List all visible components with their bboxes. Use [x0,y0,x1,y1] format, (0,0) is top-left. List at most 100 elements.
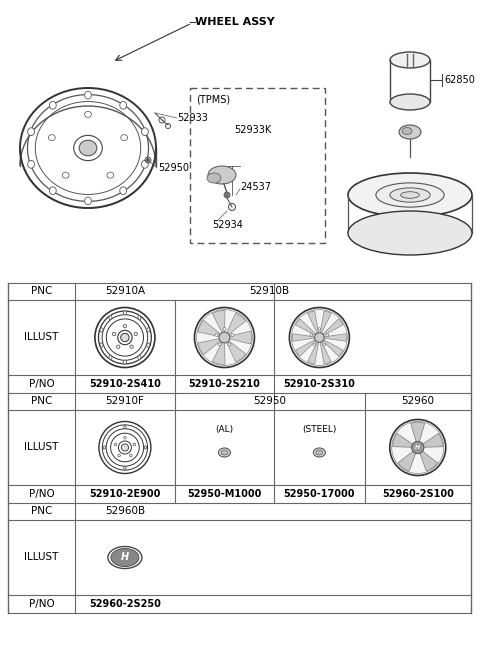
Circle shape [120,333,129,342]
Wedge shape [229,331,252,344]
Ellipse shape [376,183,444,207]
Text: ILLUST: ILLUST [24,553,59,563]
Circle shape [114,443,117,446]
Wedge shape [227,313,246,335]
Ellipse shape [348,211,472,255]
Circle shape [130,345,133,348]
Ellipse shape [399,125,421,139]
Circle shape [390,419,446,476]
Ellipse shape [142,128,148,136]
Ellipse shape [121,135,128,141]
Ellipse shape [401,192,420,198]
Ellipse shape [120,187,127,195]
Circle shape [314,333,324,343]
Text: 52950-17000: 52950-17000 [284,489,355,499]
Text: 52960B: 52960B [105,506,145,517]
Circle shape [313,343,316,346]
Text: PNC: PNC [31,286,52,297]
Text: PNC: PNC [31,506,52,517]
Ellipse shape [402,128,412,134]
Wedge shape [296,340,316,356]
Ellipse shape [111,548,139,567]
Ellipse shape [103,446,106,449]
Text: 52910F: 52910F [106,396,144,407]
Text: P/NO: P/NO [29,599,54,609]
Circle shape [224,192,230,198]
Ellipse shape [48,135,55,141]
Wedge shape [198,320,221,337]
Circle shape [218,343,221,346]
Circle shape [146,159,149,162]
Text: 52950-M1000: 52950-M1000 [187,489,262,499]
Wedge shape [323,340,343,356]
Text: 52960-2S250: 52960-2S250 [89,599,161,609]
Ellipse shape [348,173,472,217]
Text: 52910-2S210: 52910-2S210 [189,379,260,389]
Circle shape [130,454,132,457]
Text: P/NO: P/NO [29,489,54,499]
Wedge shape [296,319,316,335]
Text: 52933: 52933 [177,113,208,123]
Bar [190,88,325,243]
Circle shape [219,332,230,343]
Text: 52934: 52934 [212,220,243,230]
Wedge shape [320,342,331,364]
Text: 52960: 52960 [401,396,434,407]
Ellipse shape [62,172,69,178]
Ellipse shape [208,166,236,184]
Ellipse shape [138,355,141,360]
Ellipse shape [124,466,126,470]
Wedge shape [320,311,331,333]
Ellipse shape [142,160,148,168]
Ellipse shape [147,343,150,347]
Ellipse shape [84,197,91,205]
Circle shape [228,343,231,346]
Ellipse shape [84,111,91,117]
Text: 62850: 62850 [444,75,475,85]
Wedge shape [393,434,414,447]
Ellipse shape [390,52,430,68]
Text: (TPMS): (TPMS) [196,95,230,105]
Ellipse shape [123,360,126,364]
Text: 52960-2S100: 52960-2S100 [382,489,454,499]
Ellipse shape [313,448,325,457]
Wedge shape [411,422,425,443]
Ellipse shape [107,172,114,178]
Circle shape [215,333,218,337]
Circle shape [223,328,226,331]
Circle shape [112,332,116,335]
Ellipse shape [79,140,97,156]
Circle shape [133,443,136,446]
Ellipse shape [123,311,126,315]
Ellipse shape [218,448,230,457]
Ellipse shape [100,328,103,332]
Circle shape [194,307,254,367]
Text: H: H [415,445,420,450]
Wedge shape [308,311,319,333]
Ellipse shape [28,160,35,168]
Text: (STEEL): (STEEL) [302,425,336,434]
Circle shape [318,328,321,331]
Ellipse shape [109,316,112,320]
Wedge shape [323,319,343,335]
Text: (AL): (AL) [216,425,233,434]
Ellipse shape [147,328,150,332]
Wedge shape [422,434,443,447]
Wedge shape [420,451,438,471]
Text: 24537: 24537 [240,182,271,192]
Wedge shape [324,334,347,341]
Text: WHEEL ASSY: WHEEL ASSY [195,17,275,27]
Ellipse shape [316,450,323,455]
Circle shape [231,333,234,337]
Text: 52910A: 52910A [105,286,145,297]
Circle shape [124,436,126,439]
Circle shape [121,444,129,451]
Circle shape [323,343,325,346]
Text: ILLUST: ILLUST [24,443,59,453]
Text: 52950: 52950 [158,163,189,173]
Text: 52910-2E900: 52910-2E900 [89,489,161,499]
Circle shape [411,441,424,454]
Ellipse shape [138,316,141,320]
Text: 52910-2S310: 52910-2S310 [283,379,355,389]
Ellipse shape [221,450,228,455]
